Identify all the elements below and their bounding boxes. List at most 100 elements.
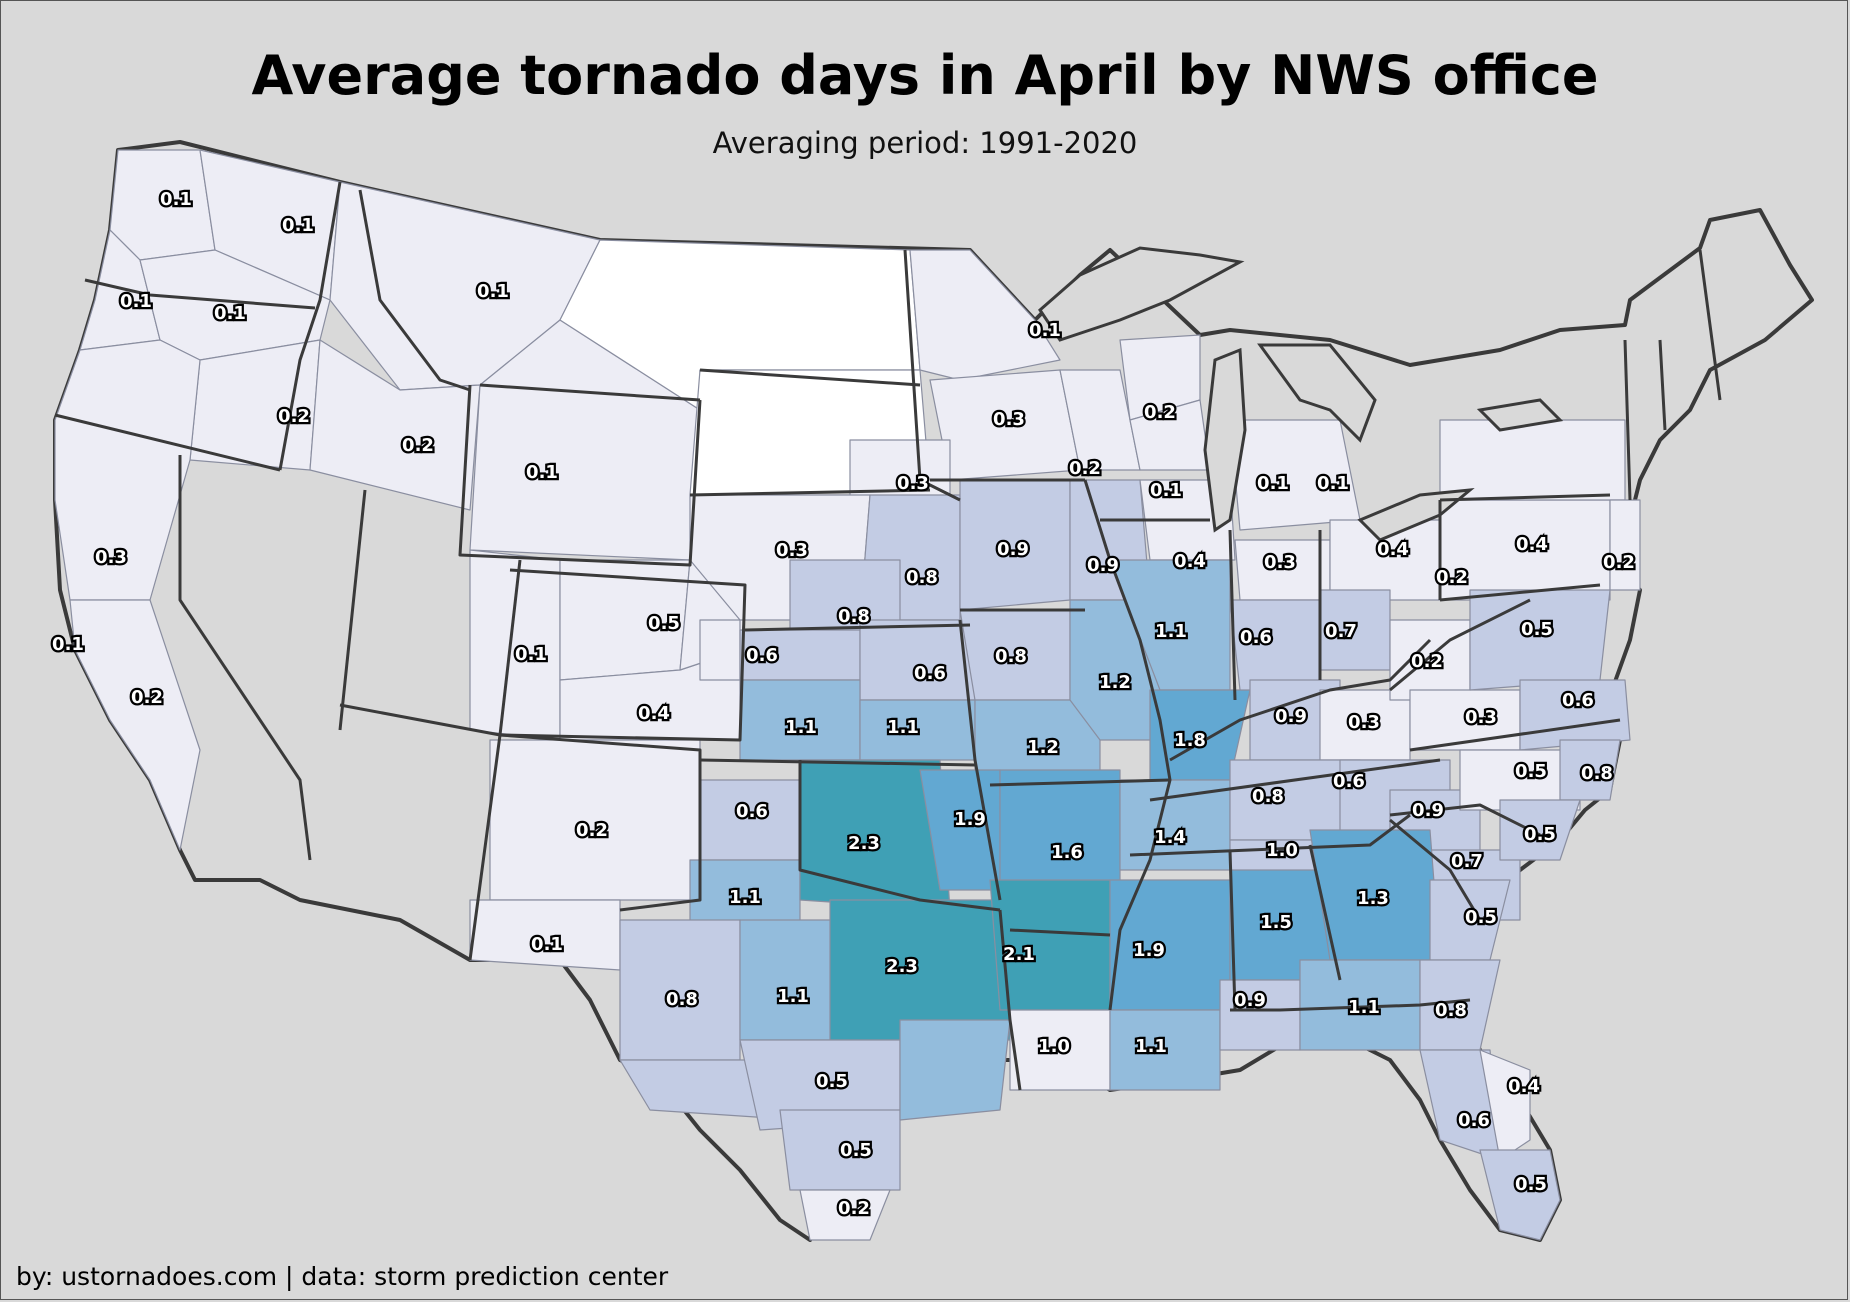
state-line-nc-sc — [1389, 803, 1541, 837]
office-value-label: 0.6 — [914, 663, 946, 684]
office-value-label: 0.6 — [1458, 1110, 1490, 1131]
lake-superior — [1038, 246, 1245, 342]
office-value-label: 0.1 — [1317, 473, 1349, 494]
state-line-ne-ks — [744, 623, 971, 632]
map-title: Average tornado days in April by NWS off… — [251, 44, 1599, 107]
office-value-label: 1.9 — [954, 809, 986, 830]
state-line-tx-la — [998, 909, 1022, 1091]
office-value-label: 0.1 — [1150, 480, 1182, 501]
office-value-label: 0.2 — [1144, 402, 1176, 423]
office-value-label: 0.6 — [746, 645, 778, 666]
office-value-label: 0.6 — [1240, 627, 1272, 648]
state-line-nm — [499, 733, 702, 912]
lake-erie — [1357, 488, 1475, 542]
office-value-label: 0.5 — [816, 1071, 848, 1092]
region-california-north — [54, 339, 201, 601]
office-value-label: 0.4 — [1508, 1076, 1540, 1097]
office-value-label: 0.4 — [1174, 551, 1206, 572]
lake-huron — [1257, 343, 1377, 443]
office-value-label: 0.1 — [1257, 473, 1289, 494]
office-labels: 0.1 0.1 0.1 0.1 0.1 0.2 0.2 0.1 0.3 0.1 … — [50, 187, 1637, 1222]
state-line-ok-tx — [798, 760, 1001, 912]
office-value-label: 0.2 — [1069, 458, 1101, 479]
office-value-label: 1.1 — [1348, 997, 1380, 1018]
state-line-il-in — [1228, 529, 1237, 701]
state-line-mt-wy — [479, 383, 701, 402]
office-value-label: 1.0 — [1266, 840, 1298, 861]
office-value-label: 0.3 — [1348, 712, 1380, 733]
state-line-dakotas-mn — [903, 249, 961, 502]
region-california-south — [69, 599, 201, 851]
office-value-label: 1.1 — [1135, 1036, 1167, 1057]
office-value-label: 0.8 — [906, 567, 938, 588]
region-brownsville — [799, 1189, 891, 1241]
state-line-wa-or — [84, 278, 316, 310]
region-sterling — [1469, 589, 1611, 691]
region-houston — [899, 1019, 1011, 1121]
office-regions — [54, 149, 1641, 1241]
office-value-label: 0.7 — [1325, 621, 1357, 642]
office-value-label: 0.3 — [95, 547, 127, 568]
state-line-ks-ok — [699, 758, 976, 767]
office-value-label: 0.5 — [1515, 1174, 1547, 1195]
region-pocatello — [309, 339, 481, 511]
state-line-id-mt — [358, 189, 471, 392]
office-value-label: 0.8 — [666, 989, 698, 1010]
office-value-label: 1.1 — [729, 887, 761, 908]
office-value-label: 0.9 — [1087, 555, 1119, 576]
office-value-label: 0.1 — [515, 644, 547, 665]
state-line-nv-ut — [338, 489, 367, 731]
office-value-label: 0.6 — [1333, 771, 1365, 792]
region-melbourne — [1479, 1049, 1531, 1161]
region-goodland — [699, 619, 741, 681]
office-value-label: 0.5 — [1465, 907, 1497, 928]
lake-michigan — [1203, 347, 1247, 533]
state-line-ohio-river — [1169, 638, 1432, 762]
office-value-label: 1.8 — [1174, 730, 1206, 751]
state-line-ny-pa — [1439, 493, 1611, 502]
office-value-label: 0.2 — [1436, 567, 1468, 588]
state-boundaries — [54, 181, 1722, 1091]
office-value-label: 0.1 — [282, 215, 314, 236]
office-value-label: 0.2 — [402, 435, 434, 456]
office-value-label: 0.5 — [1521, 619, 1553, 640]
state-line-ut-co — [498, 559, 522, 736]
region-corpus-christi — [779, 1109, 901, 1191]
lake-ontario — [1476, 398, 1564, 432]
office-value-label: 1.9 — [1133, 940, 1165, 961]
office-value-label: 1.1 — [1155, 621, 1187, 642]
office-value-label: 0.1 — [531, 934, 563, 955]
state-line-new-england — [1623, 249, 1722, 501]
office-value-label: 0.8 — [1581, 763, 1613, 784]
state-line-ms-al — [1228, 849, 1237, 1011]
office-value-label: 0.1 — [526, 462, 558, 483]
region-miami — [1479, 1149, 1561, 1241]
state-line-ky-tn — [1149, 758, 1441, 802]
state-line-ga-sc — [1389, 818, 1482, 921]
state-line-va-nc — [1409, 718, 1621, 752]
state-line-co — [499, 568, 747, 742]
office-value-label: 0.5 — [840, 1140, 872, 1161]
office-value-label: 1.1 — [777, 986, 809, 1007]
office-value-label: 0.3 — [1264, 552, 1296, 573]
state-line-wy — [458, 384, 702, 567]
region-memphis — [1119, 779, 1231, 871]
state-line-ar-la — [1009, 928, 1111, 937]
office-value-label: 0.3 — [993, 409, 1025, 430]
region-raleigh — [1459, 749, 1581, 811]
state-line-gulf-states-fl — [1230, 998, 1471, 1012]
region-jackson-ms — [1109, 879, 1231, 1011]
office-value-label: 0.9 — [1234, 990, 1266, 1011]
office-value-label: 0.4 — [1516, 534, 1548, 555]
office-value-label: 1.1 — [785, 717, 817, 738]
office-value-label: 1.5 — [1260, 912, 1292, 933]
office-value-label: 0.3 — [1465, 707, 1497, 728]
credit-text: by: ustornadoes.com | data: storm predic… — [16, 1262, 669, 1291]
map-subtitle: Averaging period: 1991-2020 — [712, 126, 1138, 160]
office-value-label: 0.2 — [1411, 651, 1443, 672]
region-wilmington-nc — [1499, 799, 1581, 861]
office-value-label: 0.8 — [838, 606, 870, 627]
office-value-label: 1.2 — [1027, 737, 1059, 758]
